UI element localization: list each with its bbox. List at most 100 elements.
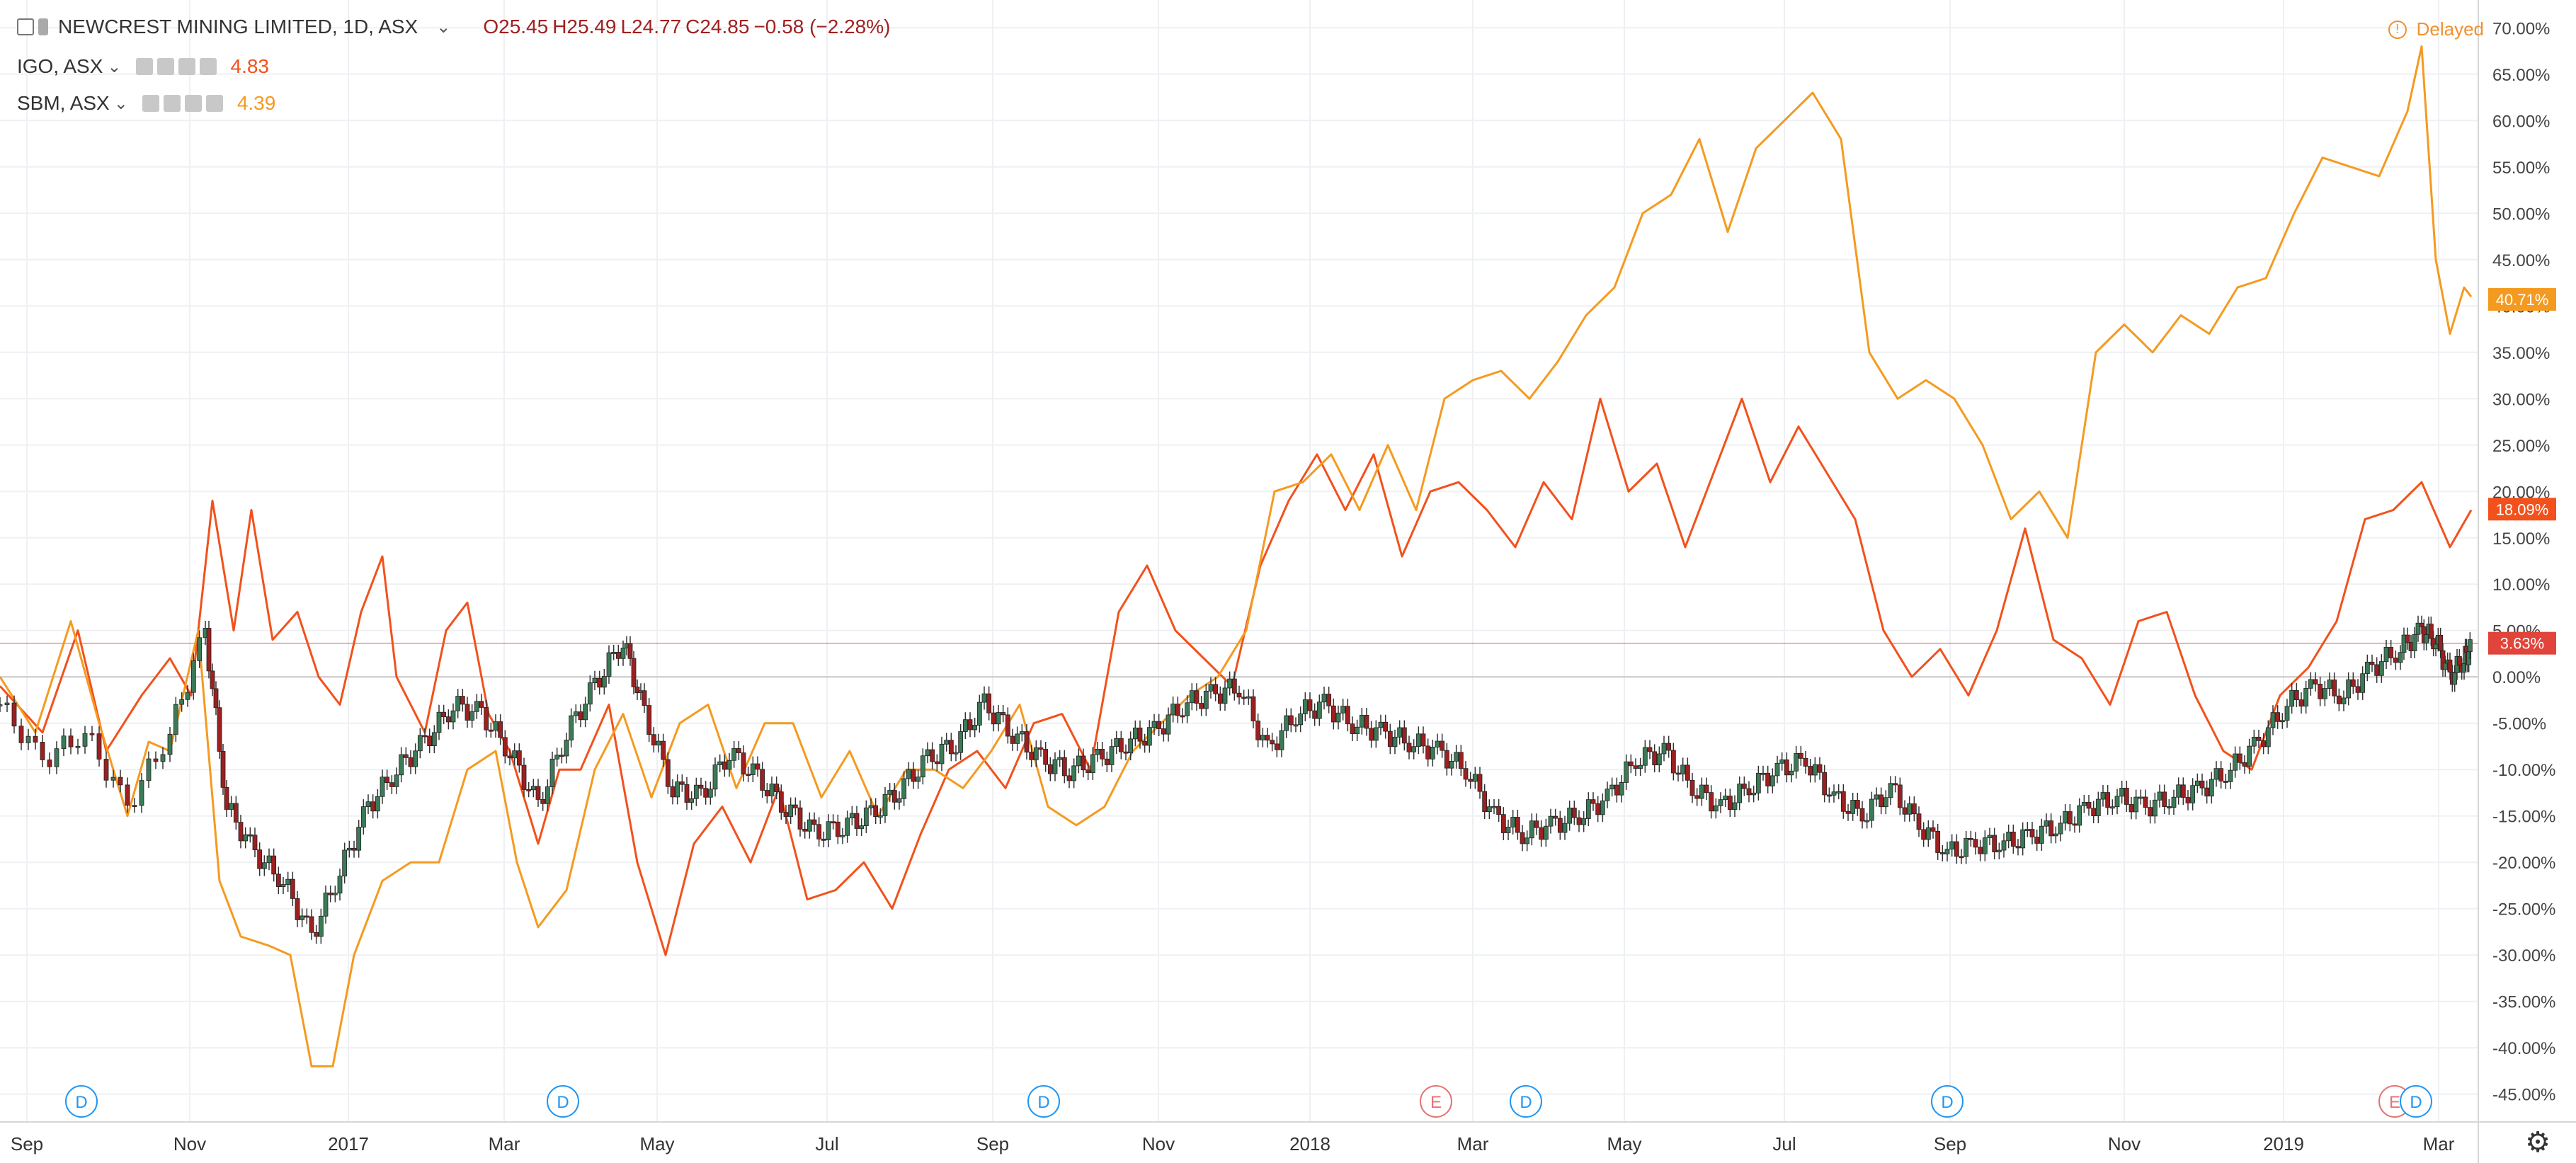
candle-body (1524, 837, 1530, 844)
chevron-down-icon[interactable]: ⌄ (107, 57, 122, 76)
settings-icon[interactable] (163, 95, 181, 112)
candle-body (1769, 775, 1775, 786)
candle-body (1189, 690, 1195, 704)
candle-body (1335, 712, 1341, 723)
candle-body (703, 788, 709, 798)
candle-body (465, 704, 470, 721)
candle-body (1557, 818, 1563, 833)
candle-body (1543, 825, 1549, 840)
flag-icon[interactable] (38, 18, 48, 35)
candle-body (1033, 747, 1039, 760)
candle-body (1718, 799, 1723, 806)
y-tick-label: 15.00% (2492, 529, 2550, 549)
candle-body (2091, 808, 2097, 816)
x-tick-label: Sep (976, 1133, 1009, 1155)
candle-body (247, 834, 253, 837)
gear-icon[interactable]: ⚙ (2525, 1127, 2551, 1158)
candle-body (1302, 699, 1308, 714)
chevron-down-icon[interactable]: ⌄ (436, 17, 451, 37)
candle-body (229, 803, 234, 810)
candle-body (1350, 723, 1355, 734)
candle-body (261, 862, 267, 869)
candle-body (1397, 727, 1403, 738)
price-label-bg (2488, 287, 2556, 311)
candle-body (160, 754, 166, 762)
candle-body (1500, 814, 1506, 833)
candle-body (516, 750, 522, 766)
candle-body (1723, 796, 1728, 801)
candle-body (2199, 780, 2205, 789)
candle-body (1194, 690, 1199, 704)
candle-body (750, 763, 756, 775)
eye-icon[interactable] (135, 58, 153, 75)
candle-body (991, 712, 996, 725)
candle-body (2369, 661, 2375, 665)
candle-body (2251, 736, 2257, 747)
candle-body (304, 915, 309, 918)
chevron-down-icon[interactable]: ⌄ (113, 93, 128, 113)
settings-icon[interactable] (156, 58, 174, 75)
open-value: O25.45 (483, 16, 549, 38)
candle-body (545, 786, 550, 804)
candle-body (2447, 659, 2453, 673)
candle-body (40, 742, 45, 760)
candle-body (1440, 740, 1445, 751)
candle-body (132, 805, 137, 808)
candle-body (2433, 643, 2439, 650)
candle-body (252, 835, 258, 851)
candle-body (1567, 808, 1573, 824)
candle-body (2128, 804, 2134, 813)
candle-body (413, 750, 418, 767)
candle-body (1001, 712, 1006, 716)
candle-body (1142, 740, 1148, 746)
price-label-bg (2488, 498, 2556, 521)
candle-body (2452, 672, 2458, 685)
candle-body (1548, 815, 1554, 827)
x-tick-label: Mar (2423, 1133, 2455, 1155)
candle-body (233, 803, 239, 823)
close-icon[interactable] (199, 58, 217, 75)
main-symbol-header[interactable]: NEWCREST MINING LIMITED, 1D, ASX ⌄ O25.4… (17, 16, 890, 38)
candle-body (1661, 743, 1667, 755)
close-icon[interactable] (205, 95, 223, 112)
candle-body (2143, 796, 2148, 808)
candle-body (1925, 827, 1931, 840)
legend-igo[interactable]: IGO, ASX ⌄ 4.83 (17, 55, 269, 78)
candle-body (816, 824, 822, 840)
candle-body (179, 699, 185, 705)
candle-body (778, 791, 784, 813)
collapse-icon[interactable] (17, 18, 34, 35)
candle-body (146, 758, 152, 781)
marker-circle (1510, 1085, 1542, 1118)
x-tick-label: Nov (173, 1133, 206, 1155)
candle-body (1411, 746, 1417, 752)
candle-body (1430, 747, 1435, 760)
candle-body (2067, 811, 2073, 825)
candle-body (370, 801, 376, 812)
candle-body (1879, 794, 1884, 808)
candle-body (1982, 837, 1988, 854)
eye-icon[interactable] (142, 95, 159, 112)
candle-body (1864, 820, 1870, 823)
plus-icon[interactable] (178, 58, 195, 75)
candle-body (474, 701, 479, 712)
candle-body (835, 821, 840, 837)
delayed-indicator[interactable]: ! Delayed (2388, 18, 2484, 40)
candle-body (1713, 805, 1719, 812)
candle-body (110, 777, 116, 781)
candle-body (1978, 847, 1983, 854)
candle-body (502, 737, 508, 757)
y-tick-label: 70.00% (2492, 19, 2550, 38)
legend-sbm[interactable]: SBM, ASX ⌄ 4.39 (17, 92, 275, 115)
candle-body (1605, 789, 1610, 801)
candle-body (2419, 622, 2424, 627)
candle-body (2081, 802, 2087, 806)
candle-body (2109, 806, 2115, 809)
candle-body (569, 715, 574, 740)
candle-body (2303, 687, 2309, 707)
candle-body (1774, 762, 1780, 777)
candle-body (2284, 706, 2290, 721)
plus-icon[interactable] (184, 95, 202, 112)
